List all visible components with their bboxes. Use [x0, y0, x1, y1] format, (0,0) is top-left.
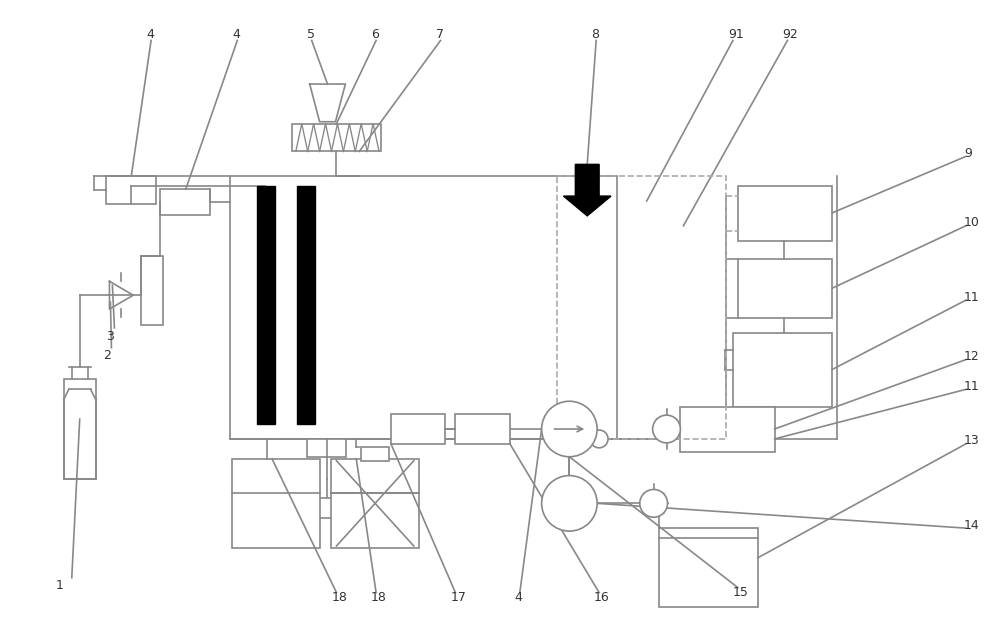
- Text: 18: 18: [331, 591, 347, 604]
- Bar: [307, 498, 346, 518]
- Bar: [292, 124, 381, 152]
- Text: 4: 4: [232, 28, 240, 41]
- Bar: [160, 189, 210, 215]
- Text: 11: 11: [964, 380, 980, 393]
- Text: 14: 14: [964, 519, 980, 532]
- Text: 5: 5: [307, 28, 315, 41]
- Circle shape: [590, 430, 608, 448]
- Bar: [361, 447, 389, 461]
- Polygon shape: [563, 164, 611, 216]
- Bar: [680, 407, 775, 452]
- Bar: [557, 176, 726, 439]
- Text: 92: 92: [783, 28, 798, 41]
- Text: 2: 2: [104, 349, 111, 362]
- Text: 3: 3: [106, 330, 114, 344]
- Text: 9: 9: [964, 147, 972, 160]
- Text: 6: 6: [371, 28, 379, 41]
- Bar: [297, 186, 315, 424]
- Circle shape: [542, 401, 597, 456]
- Bar: [230, 176, 617, 439]
- Circle shape: [542, 476, 597, 531]
- Text: 18: 18: [371, 591, 387, 604]
- Text: 17: 17: [450, 591, 466, 604]
- Bar: [106, 176, 156, 204]
- Bar: [738, 186, 832, 241]
- Text: 7: 7: [436, 28, 444, 41]
- Bar: [455, 414, 510, 444]
- Text: 10: 10: [964, 216, 980, 230]
- Text: 91: 91: [728, 28, 744, 41]
- Bar: [232, 459, 320, 548]
- Text: 4: 4: [515, 591, 523, 604]
- Bar: [331, 459, 419, 548]
- Text: 11: 11: [964, 290, 980, 304]
- Text: 15: 15: [733, 586, 749, 599]
- Text: 12: 12: [964, 350, 980, 363]
- Text: 4: 4: [146, 28, 154, 41]
- Circle shape: [653, 415, 680, 443]
- Bar: [257, 186, 275, 424]
- Bar: [733, 333, 832, 407]
- Bar: [738, 259, 832, 318]
- Bar: [391, 414, 445, 444]
- Bar: [659, 528, 758, 607]
- Bar: [64, 379, 96, 479]
- Circle shape: [640, 489, 668, 517]
- Bar: [141, 256, 163, 325]
- Text: 1: 1: [56, 579, 64, 592]
- Text: 8: 8: [591, 28, 599, 41]
- Text: 16: 16: [594, 591, 610, 604]
- Bar: [307, 439, 346, 456]
- Text: 13: 13: [964, 434, 980, 448]
